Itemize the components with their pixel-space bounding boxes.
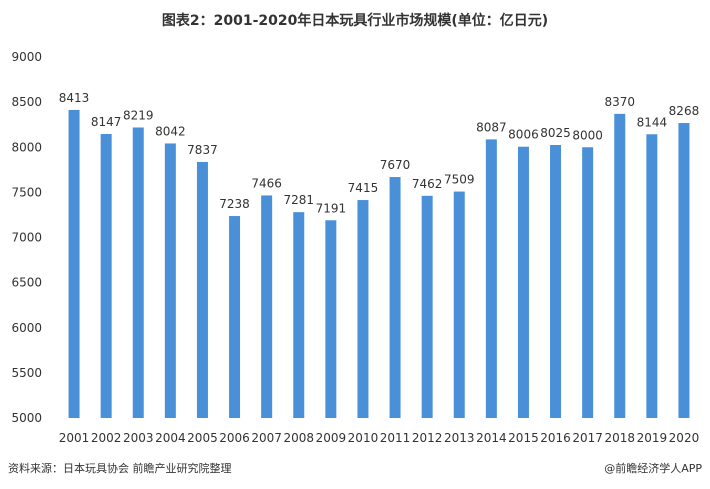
- data-label-2003: 8219: [123, 108, 154, 122]
- x-tick-label-2012: 2012: [412, 431, 443, 445]
- bar-2004: [164, 143, 176, 418]
- data-label-2002: 8147: [91, 115, 122, 129]
- x-tick-label-2018: 2018: [604, 431, 635, 445]
- y-tick-label: 8000: [11, 140, 42, 154]
- x-tick-label-2017: 2017: [572, 431, 603, 445]
- x-tick-label-2001: 2001: [59, 431, 90, 445]
- data-label-2015: 8006: [508, 128, 539, 142]
- bar-2003: [132, 127, 144, 418]
- x-tick-label-2019: 2019: [637, 431, 668, 445]
- bar-2017: [582, 147, 594, 418]
- x-tick-label-2014: 2014: [476, 431, 507, 445]
- bar-2016: [550, 144, 562, 418]
- x-axis: 2001 2002 2003 2004 2005 2006 2007 2008 2009 2010…: [59, 431, 699, 445]
- x-tick-label-2004: 2004: [155, 431, 186, 445]
- bar-2018: [614, 113, 626, 419]
- y-axis: 5000 5500 6000 6500 7000 7500 8000 8500 9000: [11, 50, 42, 425]
- x-tick-label-2008: 2008: [283, 431, 314, 445]
- y-tick-label: 5500: [11, 366, 42, 380]
- bar-2008: [293, 212, 305, 418]
- data-label-2018: 8370: [604, 95, 635, 109]
- data-label-2016: 8025: [540, 126, 571, 140]
- x-tick-label-2020: 2020: [669, 431, 700, 445]
- y-tick-label: 6000: [11, 321, 42, 335]
- data-label-2014: 8087: [476, 120, 507, 134]
- credit-note: @前瞻经济学人APP: [604, 462, 702, 475]
- source-note: 资料来源：日本玩具协会 前瞻产业研究院整理: [8, 462, 232, 475]
- data-label-2005: 7837: [187, 143, 218, 157]
- data-label-2008: 7281: [283, 193, 314, 207]
- bar-2005: [196, 161, 208, 418]
- data-label-2020: 8268: [669, 104, 700, 118]
- x-tick-label-2009: 2009: [316, 431, 347, 445]
- x-tick-label-2007: 2007: [251, 431, 282, 445]
- bar-2002: [100, 133, 112, 418]
- y-tick-label: 8500: [11, 95, 42, 109]
- bar-2019: [646, 134, 658, 418]
- data-label-2012: 7462: [412, 177, 443, 191]
- bar-2006: [229, 216, 241, 418]
- bar-2001: [68, 109, 80, 419]
- data-label-2001: 8413: [59, 91, 90, 105]
- y-tick-label: 6500: [11, 276, 42, 290]
- data-label-2019: 8144: [637, 115, 668, 129]
- data-label-2006: 7238: [219, 197, 250, 211]
- data-label-2011: 7670: [380, 158, 411, 172]
- bar-2012: [421, 195, 433, 418]
- data-label-2007: 7466: [251, 176, 282, 190]
- chart-title: 图表2：2001-2020年日本玩具行业市场规模(单位：亿日元): [161, 13, 549, 29]
- y-tick-label: 9000: [11, 50, 42, 64]
- bar-2015: [517, 146, 529, 418]
- data-label-2013: 7509: [444, 173, 475, 187]
- data-label-2004: 8042: [155, 124, 186, 138]
- x-tick-label-2006: 2006: [219, 431, 250, 445]
- y-tick-label: 7500: [11, 185, 42, 199]
- bar-2013: [453, 191, 465, 418]
- data-label-2010: 7415: [348, 181, 379, 195]
- x-tick-label-2002: 2002: [91, 431, 122, 445]
- bar-2010: [357, 200, 369, 418]
- data-label-2009: 7191: [316, 201, 347, 215]
- data-label-2017: 8000: [572, 128, 603, 142]
- bar-2009: [325, 220, 337, 418]
- y-tick-label: 7000: [11, 231, 42, 245]
- x-tick-label-2005: 2005: [187, 431, 218, 445]
- x-tick-label-2003: 2003: [123, 431, 154, 445]
- bar-2007: [261, 195, 273, 418]
- x-tick-label-2011: 2011: [380, 431, 411, 445]
- x-tick-label-2015: 2015: [508, 431, 539, 445]
- bar-2020: [678, 123, 690, 419]
- x-tick-label-2016: 2016: [540, 431, 571, 445]
- y-tick-label: 5000: [11, 411, 42, 425]
- x-tick-label-2013: 2013: [444, 431, 475, 445]
- bar-2014: [485, 139, 497, 418]
- x-tick-label-2010: 2010: [348, 431, 379, 445]
- bar-2011: [389, 177, 401, 418]
